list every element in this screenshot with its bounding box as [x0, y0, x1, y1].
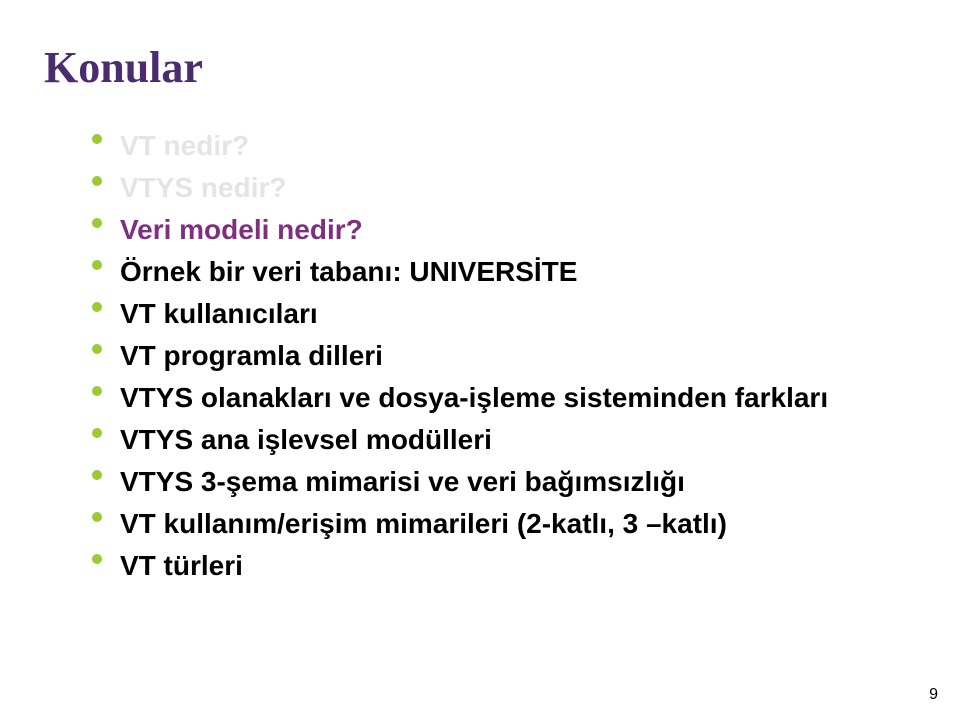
- list-item: Örnek bir veri tabanı: UNIVERSİTE: [92, 251, 916, 293]
- list-item: VT kullanım/erişim mimarileri (2-katlı, …: [92, 503, 916, 545]
- list-item: VTYS ana işlevsel modülleri: [92, 419, 916, 461]
- list-item: VT nedir?: [92, 125, 916, 167]
- item-text: Veri modeli nedir?: [120, 214, 363, 245]
- item-text: VT programla dilleri: [120, 340, 383, 371]
- page-number: 9: [929, 686, 938, 704]
- item-text: VTYS nedir?: [120, 172, 286, 203]
- item-text: VT kullanım/erişim mimarileri (2-katlı, …: [120, 508, 727, 539]
- slide-title: Konular: [44, 42, 916, 93]
- item-text: VT türleri: [120, 550, 243, 581]
- list-item: VTYS 3-şema mimarisi ve veri bağımsızlığ…: [92, 461, 916, 503]
- slide: Konular VT nedir? VTYS nedir? Veri model…: [0, 0, 960, 720]
- list-item: VT türleri: [92, 545, 916, 587]
- list-item: VT programla dilleri: [92, 335, 916, 377]
- item-text: VTYS olanakları ve dosya-işleme sistemin…: [120, 382, 828, 413]
- item-text: VTYS ana işlevsel modülleri: [120, 424, 492, 455]
- item-text: VT nedir?: [120, 130, 249, 161]
- list-item: Veri modeli nedir?: [92, 209, 916, 251]
- list-item: VT kullanıcıları: [92, 293, 916, 335]
- bullet-list: VT nedir? VTYS nedir? Veri modeli nedir?…: [92, 125, 916, 587]
- item-text: VT kullanıcıları: [120, 298, 318, 329]
- item-text: Örnek bir veri tabanı: UNIVERSİTE: [120, 256, 577, 287]
- list-item: VTYS olanakları ve dosya-işleme sistemin…: [92, 377, 916, 419]
- item-text: VTYS 3-şema mimarisi ve veri bağımsızlığ…: [120, 466, 685, 497]
- list-item: VTYS nedir?: [92, 167, 916, 209]
